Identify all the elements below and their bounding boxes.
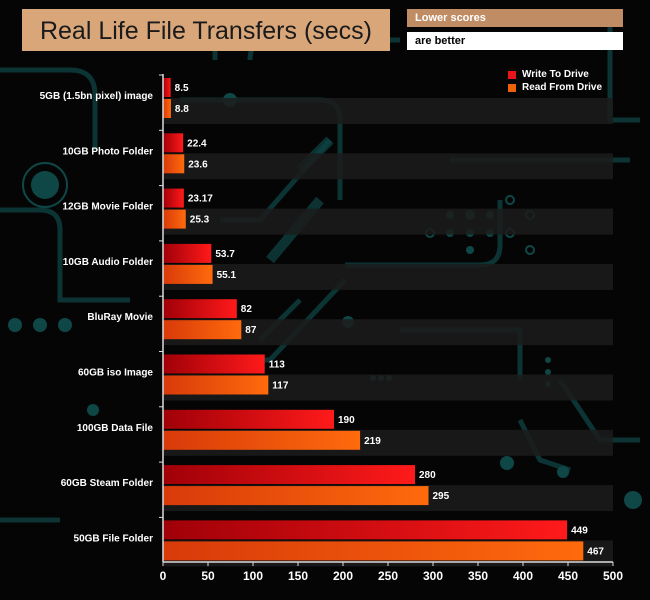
write-bar-50gb-file-folder: [163, 520, 568, 540]
write-bar-100gb-data-file: [163, 409, 334, 429]
read-value-label-10gb-audio-folder: 55.1: [217, 270, 237, 281]
x-tick-label-250: 250: [378, 569, 398, 583]
write-bar-12gb-movie-folder: [163, 188, 184, 208]
write-value-label-12gb-movie-folder: 23.17: [188, 194, 213, 205]
legend-swatch-read: [508, 83, 516, 92]
write-bar-10gb-audio-folder: [163, 243, 212, 263]
write-value-label-5gb-1-5bn-pixel-image: 8.5: [175, 83, 189, 94]
read-bar-5gb-1-5bn-pixel-image: [163, 99, 171, 118]
axes: 0 50 100 150 200 250 300 350 400 450 500: [159, 74, 623, 583]
write-value-label-10gb-photo-folder: 22.4: [187, 138, 207, 149]
x-tick-label-300: 300: [423, 569, 443, 583]
write-bar-10gb-photo-folder: [163, 133, 184, 153]
read-bar-60gb-steam-folder: [163, 486, 429, 506]
read-bar-12gb-movie-folder: [163, 209, 186, 229]
write-bar-5gb-1-5bn-pixel-image: [163, 78, 171, 97]
row-band: [163, 263, 613, 290]
legend-item-read: Read From Drive: [508, 81, 602, 94]
category-label-5gb-1-5bn-pixel-image: 5GB (1.5bn pixel) image: [40, 91, 154, 102]
x-tick-label-350: 350: [468, 569, 488, 583]
category-label-bluray-movie: BluRay Movie: [87, 312, 153, 323]
x-tick-label-50: 50: [201, 569, 215, 583]
read-bar-10gb-photo-folder: [163, 154, 185, 174]
write-bar-bluray-movie: [163, 299, 237, 319]
write-value-label-bluray-movie: 82: [241, 304, 253, 315]
read-value-label-bluray-movie: 87: [245, 325, 257, 336]
row-band: [163, 98, 613, 124]
x-tick-label-200: 200: [333, 569, 353, 583]
read-value-label-100gb-data-file: 219: [364, 436, 381, 447]
x-tick-label-100: 100: [243, 569, 263, 583]
write-value-label-50gb-file-folder: 449: [571, 525, 588, 536]
x-tick-label-150: 150: [288, 569, 308, 583]
read-bar-50gb-file-folder: [163, 541, 584, 561]
category-label-10gb-photo-folder: 10GB Photo Folder: [62, 146, 153, 157]
read-value-label-10gb-photo-folder: 23.6: [188, 159, 208, 170]
write-value-label-60gb-steam-folder: 280: [419, 470, 436, 481]
write-value-label-60gb-iso-image: 113: [269, 360, 286, 371]
legend-item-write: Write To Drive: [508, 68, 602, 81]
read-bar-100gb-data-file: [163, 430, 361, 450]
x-tick-label-400: 400: [513, 569, 533, 583]
category-label-60gb-steam-folder: 60GB Steam Folder: [61, 478, 153, 489]
score-note-line1: Lower scores: [407, 9, 623, 27]
x-tick-label-450: 450: [558, 569, 578, 583]
write-bar-60gb-steam-folder: [163, 465, 415, 485]
read-bar-bluray-movie: [163, 320, 242, 340]
chart-title: Real Life File Transfers (secs): [22, 9, 390, 51]
legend-label-read: Read From Drive: [522, 82, 603, 93]
read-bar-60gb-iso-image: [163, 375, 269, 395]
legend-label-write: Write To Drive: [522, 69, 589, 80]
row-band: [163, 208, 613, 235]
read-value-label-12gb-movie-folder: 25.3: [190, 215, 210, 226]
write-bar-60gb-iso-image: [163, 354, 265, 374]
category-label-10gb-audio-folder: 10GB Audio Folder: [63, 257, 153, 268]
read-value-label-60gb-iso-image: 117: [272, 381, 289, 392]
read-value-label-50gb-file-folder: 467: [587, 546, 604, 557]
x-tick-label-0: 0: [160, 569, 167, 583]
read-value-label-60gb-steam-folder: 295: [433, 491, 450, 502]
score-note-line2: are better: [407, 32, 623, 50]
write-value-label-10gb-audio-folder: 53.7: [215, 249, 235, 260]
read-value-label-5gb-1-5bn-pixel-image: 8.8: [175, 104, 189, 115]
legend-swatch-write: [508, 70, 516, 79]
write-value-label-100gb-data-file: 190: [338, 415, 355, 426]
bars: 5GB (1.5bn pixel) image 8.5 8.8 10GB Photo …: [40, 78, 604, 561]
x-tick-label-500: 500: [603, 569, 623, 583]
read-bar-10gb-audio-folder: [163, 264, 213, 284]
row-band: [163, 153, 613, 180]
category-label-12gb-movie-folder: 12GB Movie Folder: [62, 202, 153, 213]
legend: Write To Drive Read From Drive: [508, 68, 602, 94]
category-label-100gb-data-file: 100GB Data File: [77, 423, 154, 434]
category-label-60gb-iso-image: 60GB iso Image: [78, 368, 153, 379]
category-label-50gb-file-folder: 50GB File Folder: [74, 533, 154, 544]
